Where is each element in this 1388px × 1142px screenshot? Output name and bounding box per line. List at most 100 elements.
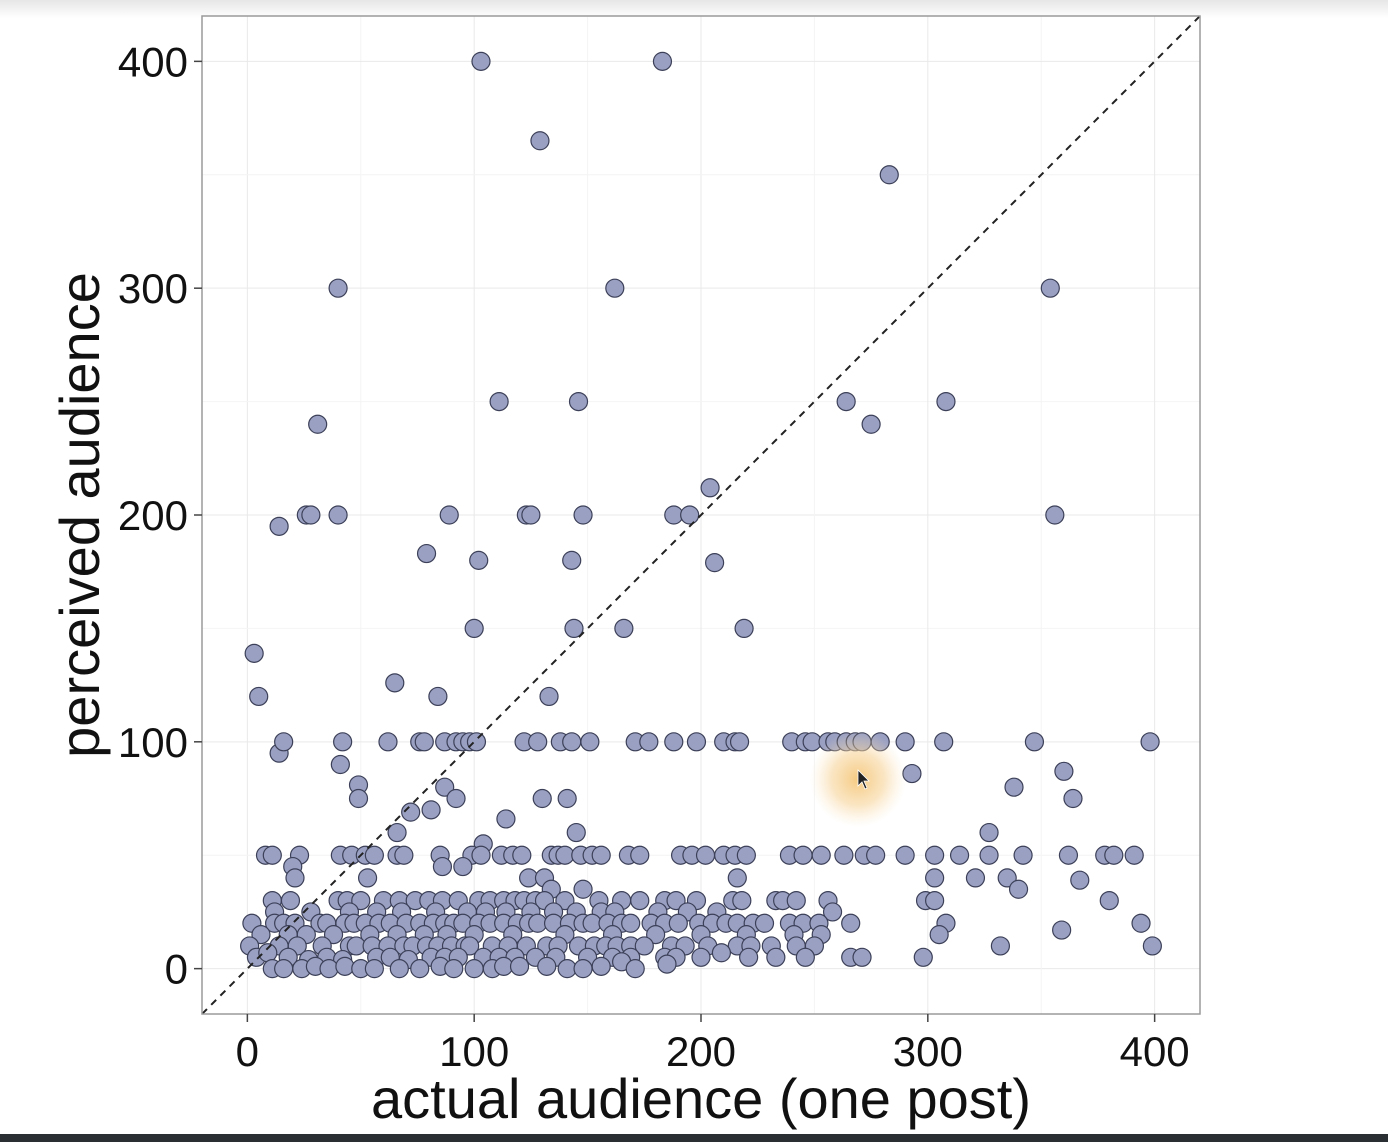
data-point: [879, 165, 899, 185]
y-tick-label: 300: [118, 265, 188, 312]
data-point: [496, 809, 516, 829]
data-point: [795, 947, 815, 967]
data-point: [934, 732, 954, 752]
data-point: [639, 732, 659, 752]
data-point: [401, 802, 421, 822]
data-point: [913, 947, 933, 967]
data-point: [528, 732, 548, 752]
reference-line-y-equals-x: [202, 16, 1200, 1014]
data-point: [539, 686, 559, 707]
data-point: [269, 516, 289, 536]
y-axis: 0 100 200 300 400: [118, 38, 202, 993]
data-point: [591, 845, 611, 865]
y-tick-label: 100: [118, 719, 188, 766]
data-point: [630, 845, 650, 865]
data-point: [414, 732, 434, 752]
data-point: [1140, 732, 1160, 752]
data-point: [652, 51, 673, 71]
data-point: [566, 822, 586, 843]
y-tick-label: 400: [118, 38, 188, 85]
data-point: [262, 845, 282, 865]
data-point: [1045, 505, 1065, 525]
data-point: [471, 845, 491, 865]
data-point: [990, 936, 1011, 956]
data-point: [811, 845, 831, 865]
data-point: [646, 925, 666, 945]
x-axis-title: actual audience (one post): [371, 1067, 1031, 1130]
data-point: [512, 845, 532, 865]
data-point: [416, 543, 437, 564]
data-point: [1058, 845, 1079, 865]
data-point: [1070, 870, 1090, 890]
data-point: [446, 788, 466, 809]
data-point: [249, 686, 269, 707]
data-point: [435, 777, 455, 797]
data-point: [328, 278, 348, 298]
data-point: [439, 505, 459, 525]
data-point: [557, 788, 577, 809]
data-point: [621, 913, 641, 933]
video-bottom-bar: [0, 1134, 1388, 1142]
data-point: [1063, 788, 1083, 809]
data-point: [573, 959, 593, 979]
data-point: [1024, 732, 1045, 752]
data-point: [1052, 920, 1072, 940]
data-point: [625, 959, 645, 979]
y-tick-label: 0: [165, 946, 188, 993]
data-point: [929, 925, 949, 945]
data-point: [949, 845, 970, 865]
data-point: [348, 788, 369, 809]
x-tick-label: 200: [666, 1028, 736, 1075]
data-point: [562, 732, 582, 752]
data-point: [573, 879, 593, 899]
data-point: [739, 947, 759, 967]
data-point: [695, 845, 716, 865]
data-point: [562, 550, 582, 570]
data-point: [732, 890, 752, 911]
data-point: [573, 505, 593, 525]
data-point: [532, 788, 552, 809]
data-point: [537, 956, 557, 976]
data-point: [1013, 845, 1033, 865]
data-point: [378, 732, 398, 752]
data-point: [323, 925, 344, 945]
data-point: [364, 845, 384, 865]
data-point: [1008, 879, 1029, 899]
data-point: [786, 890, 806, 911]
data-point: [979, 822, 999, 843]
data-point: [736, 845, 756, 865]
data-point: [936, 391, 956, 412]
x-tick-label: 100: [439, 1028, 509, 1075]
data-point: [330, 754, 350, 775]
data-point: [301, 505, 321, 525]
data-point: [605, 278, 625, 298]
x-axis: 0 100 200 300 400: [236, 1014, 1190, 1075]
data-point: [965, 868, 986, 888]
data-point: [394, 845, 414, 865]
data-point: [1124, 845, 1144, 865]
data-point: [979, 845, 999, 865]
data-point: [866, 845, 886, 865]
data-point: [834, 845, 854, 865]
data-point: [997, 868, 1017, 888]
data-point: [852, 947, 872, 967]
data-point: [568, 391, 589, 412]
data-point: [614, 618, 634, 639]
x-tick-label: 400: [1120, 1028, 1190, 1075]
data-point: [895, 732, 915, 752]
data-point: [657, 954, 677, 974]
data-point: [351, 890, 371, 911]
data-point: [357, 868, 378, 888]
x-tick-label: 0: [236, 1028, 259, 1075]
data-point: [691, 947, 711, 967]
data-point: [793, 845, 813, 865]
data-point: [680, 505, 700, 525]
x-tick-label: 300: [893, 1028, 963, 1075]
data-point: [428, 686, 448, 707]
y-axis-title: perceived audience: [48, 272, 111, 758]
data-point: [285, 868, 305, 888]
data-point: [1054, 761, 1074, 781]
data-point: [729, 732, 750, 752]
scatter-points: [240, 51, 1162, 979]
